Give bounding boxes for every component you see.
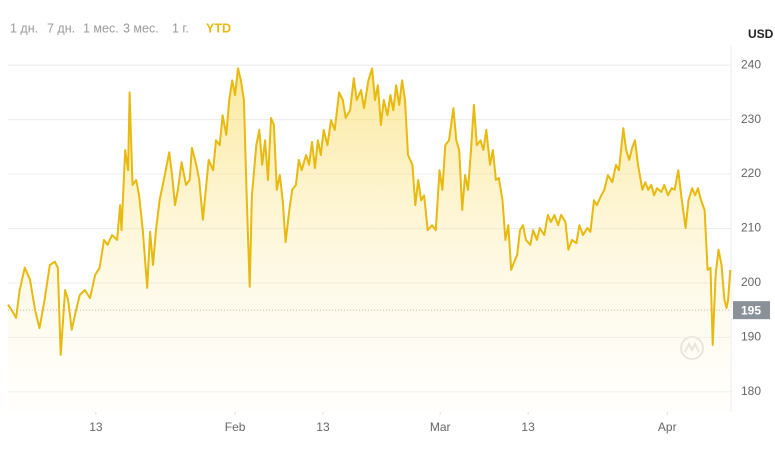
- price-line: [7, 67, 732, 356]
- y-tick-label: 210: [741, 221, 761, 235]
- y-tick-label: 200: [741, 275, 761, 289]
- range-button[interactable]: 7 дн.: [47, 21, 75, 35]
- reference-label: 195: [741, 303, 761, 317]
- range-button[interactable]: YTD: [206, 21, 231, 35]
- area-fill: [8, 68, 731, 413]
- x-tick-label: 13: [89, 420, 103, 434]
- x-tick-label: 13: [316, 420, 330, 434]
- reference-tag: [733, 301, 770, 320]
- y-tick-label: 240: [741, 57, 761, 71]
- range-button[interactable]: 3 мес.: [123, 21, 159, 35]
- y-tick-label: 190: [741, 330, 761, 344]
- currency-label: USD: [748, 27, 774, 41]
- x-tick-label: Mar: [430, 420, 451, 434]
- y-tick-label: 180: [741, 384, 761, 398]
- range-button[interactable]: 1 г.: [172, 21, 189, 35]
- range-button[interactable]: 1 мес.: [83, 21, 119, 35]
- x-tick-label: Feb: [225, 420, 246, 434]
- x-tick-label: 13: [521, 420, 535, 434]
- range-button[interactable]: 1 дн.: [10, 21, 38, 35]
- y-tick-label: 220: [741, 166, 761, 180]
- y-tick-label: 230: [741, 112, 761, 126]
- x-tick-label: Apr: [658, 420, 677, 434]
